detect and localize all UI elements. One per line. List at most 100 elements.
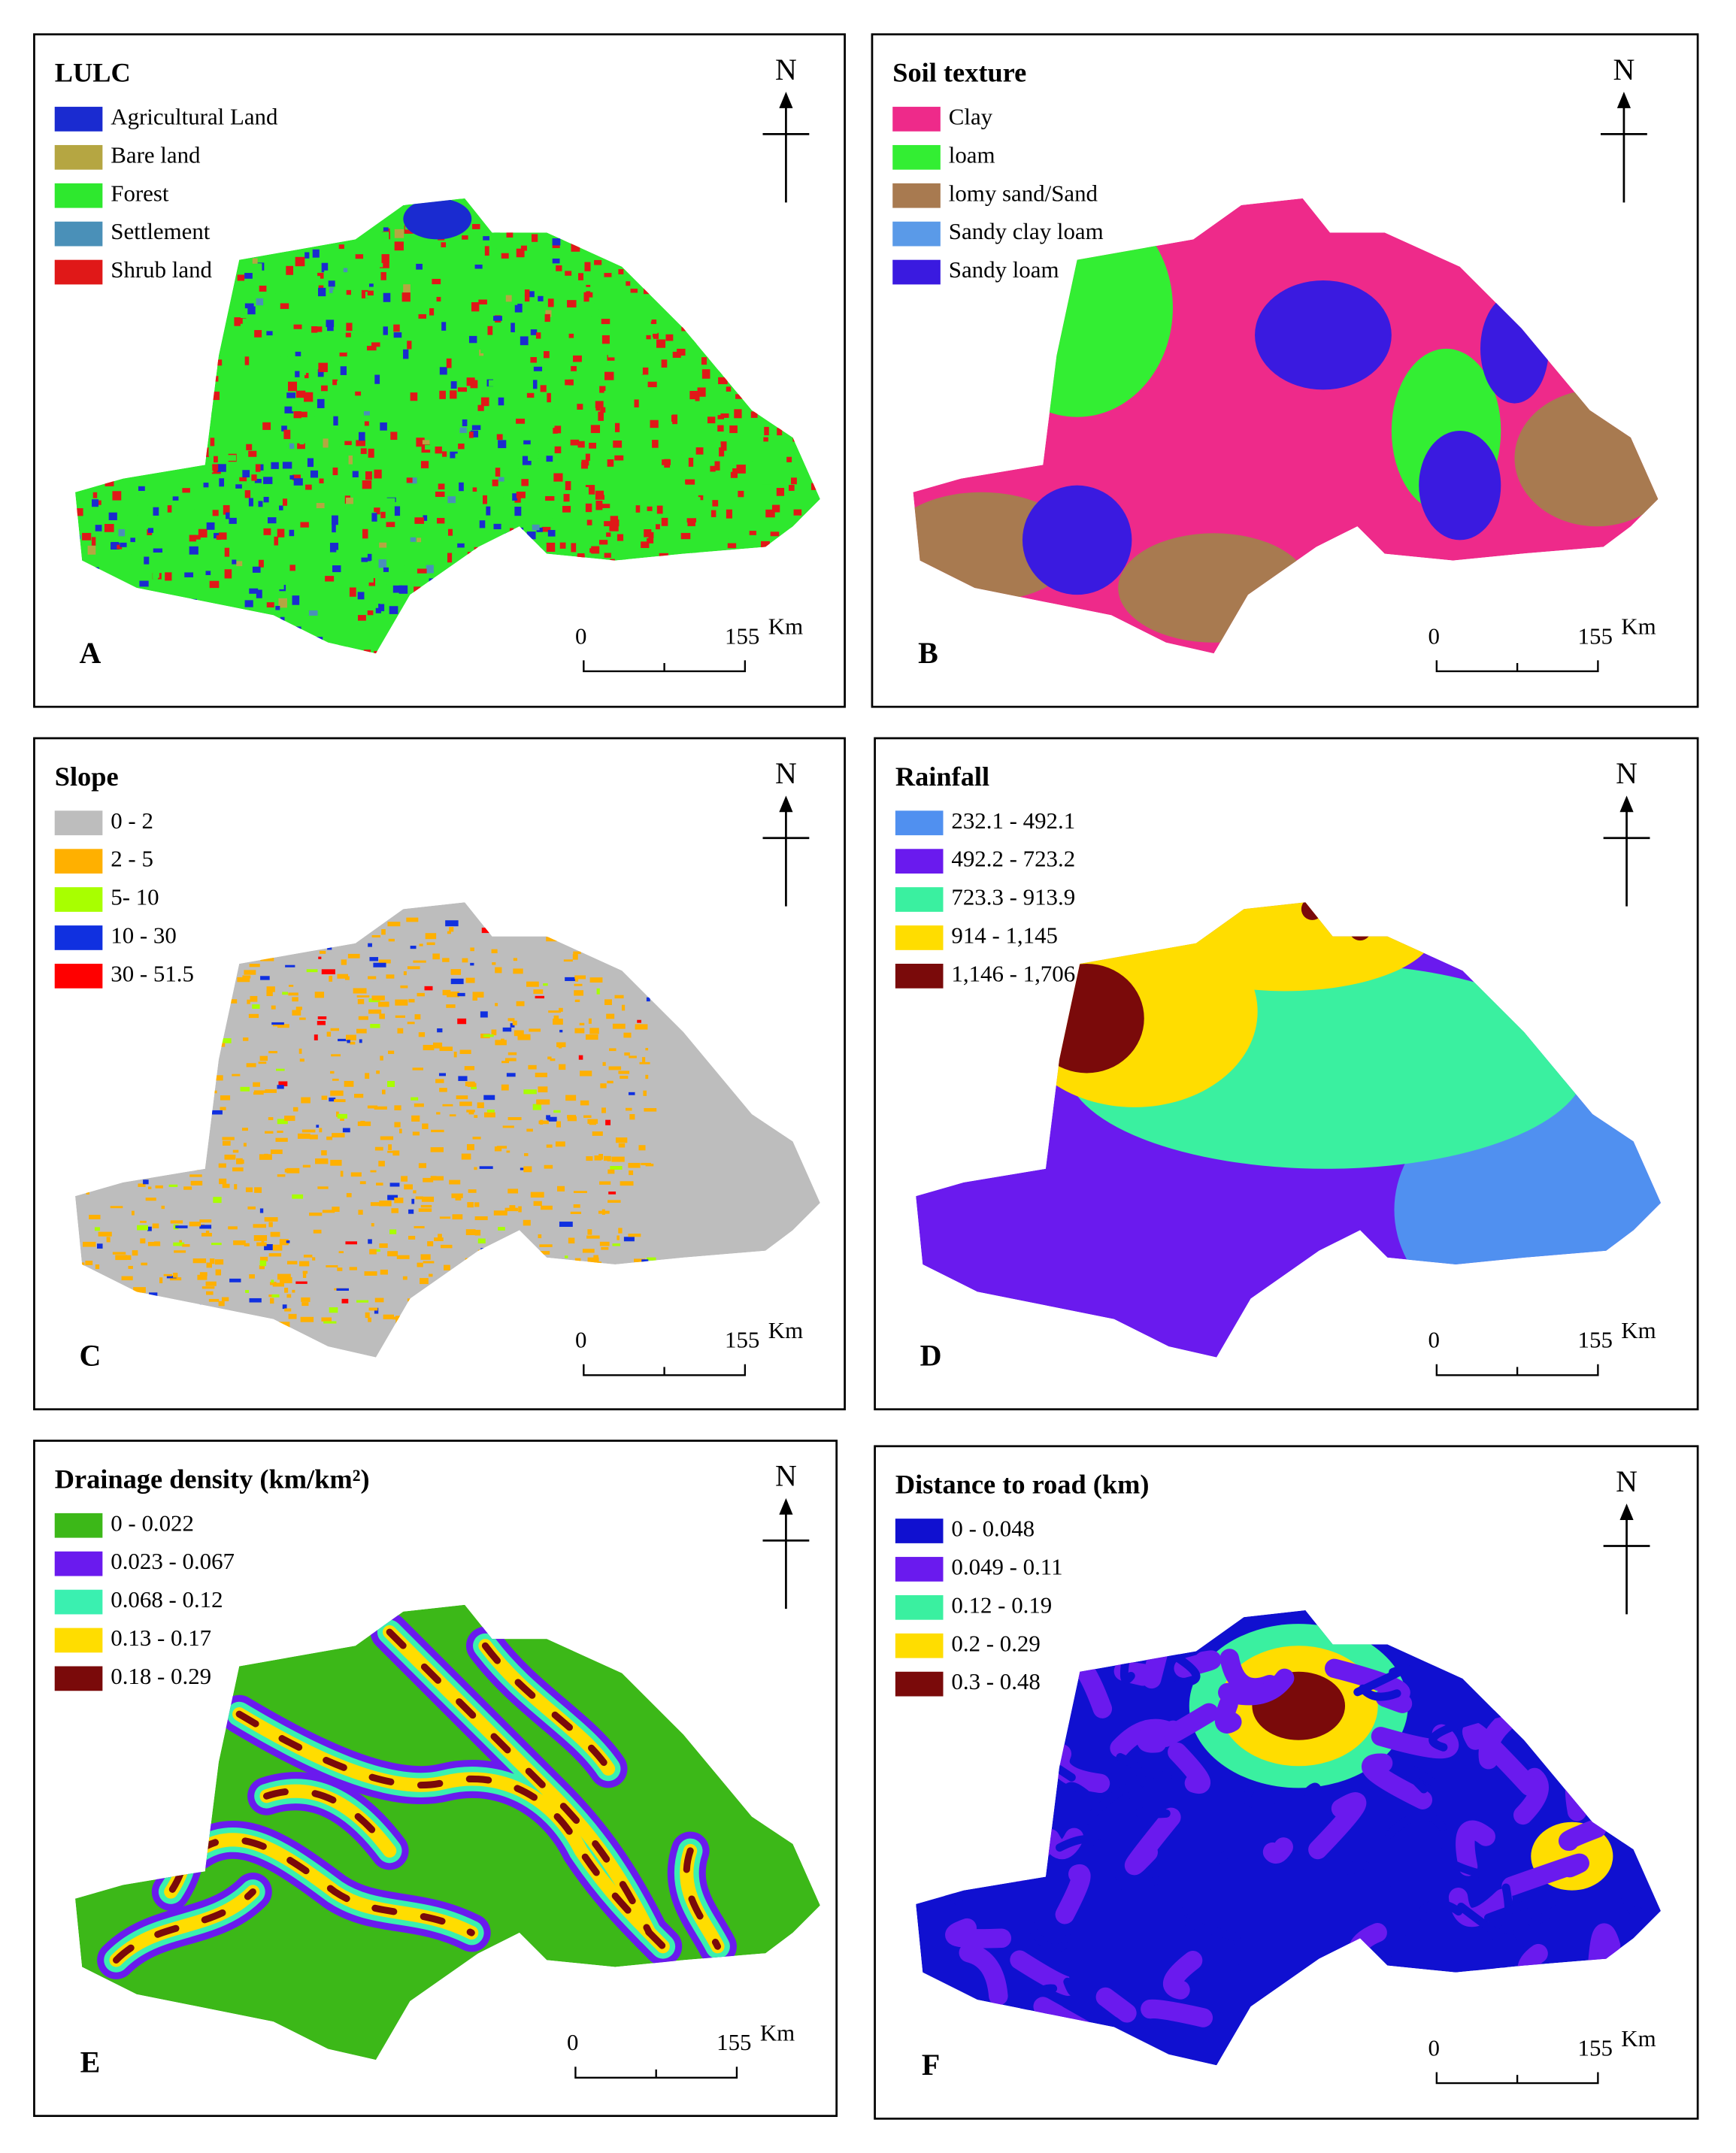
map-pixel	[233, 354, 242, 363]
map-pixel	[442, 1104, 453, 1107]
map-pixel	[220, 1107, 226, 1110]
map-pixel	[438, 1073, 446, 1076]
map-pixel	[450, 381, 457, 389]
map-pixel	[506, 229, 514, 238]
legend-label: 0.3 - 0.48	[951, 1668, 1040, 1694]
map-pixel	[361, 289, 368, 298]
map-pixel	[337, 974, 348, 979]
map-pixel	[502, 1125, 514, 1128]
map-pixel	[317, 272, 324, 279]
scale-bar	[574, 2067, 738, 2079]
map-pixel	[319, 950, 326, 954]
legend-swatch	[54, 1628, 103, 1653]
map-pixel	[363, 441, 371, 448]
map-pixel	[618, 269, 624, 274]
map-pixel	[306, 969, 318, 973]
map-pixel	[604, 371, 614, 380]
map-pixel	[781, 503, 791, 512]
map-pixel	[253, 1082, 260, 1087]
map-pixel	[277, 528, 285, 537]
map-pixel	[242, 318, 247, 326]
map-pixel	[710, 510, 717, 517]
map-pixel	[589, 548, 599, 553]
map-pixel	[355, 254, 364, 259]
north-label: N	[1616, 1464, 1638, 1498]
road	[1026, 1921, 1068, 1953]
map-pixel	[152, 1223, 159, 1228]
map-pixel	[602, 1061, 606, 1066]
map-pixel	[573, 1191, 587, 1194]
map-pixel	[367, 346, 377, 351]
map-pixel	[367, 290, 374, 296]
road	[1063, 1933, 1078, 1997]
map-pixel	[726, 386, 732, 392]
map-pixel	[586, 1235, 600, 1239]
map-pixel	[255, 464, 261, 472]
map-pixel	[314, 992, 325, 998]
map-pixel	[477, 1102, 484, 1109]
map-pixel	[642, 507, 648, 514]
map-pixel	[321, 1095, 328, 1101]
road	[1353, 1664, 1410, 1697]
map-pixel	[661, 517, 668, 526]
map-pixel	[447, 528, 453, 536]
map-pixel	[300, 522, 309, 528]
map-pixel	[559, 1029, 563, 1033]
map-pixel	[588, 1018, 592, 1024]
map-pixel	[483, 495, 487, 504]
map-pixel	[333, 416, 338, 426]
map-pixel	[492, 962, 496, 965]
map-pixel	[472, 487, 477, 492]
map-pixel	[595, 490, 604, 500]
map-pixel	[390, 452, 398, 459]
map-pixel	[368, 1009, 382, 1014]
map-pixel	[516, 1001, 525, 1007]
map-pixel	[496, 434, 503, 441]
map-pixel	[192, 1258, 207, 1264]
map-pixel	[648, 531, 654, 538]
road	[1062, 1782, 1104, 1810]
map-pixel	[314, 276, 320, 284]
map-pixel	[513, 958, 518, 961]
map-pixel	[629, 466, 635, 474]
map-pixel	[738, 490, 744, 498]
map-pixel	[585, 1034, 598, 1040]
map-pixel	[546, 456, 553, 462]
map-pixel	[86, 1192, 89, 1195]
map-pixel	[369, 957, 379, 961]
map-pixel	[237, 977, 250, 983]
map-pixel	[377, 259, 383, 268]
map-pixel	[606, 383, 614, 391]
map-pixel	[491, 1029, 497, 1036]
road-buffer	[1462, 1721, 1539, 1796]
map-pixel	[353, 256, 359, 263]
map-pixel	[288, 1313, 297, 1319]
map-pixel	[586, 1156, 593, 1161]
map-pixel	[260, 976, 270, 980]
map-pixel	[304, 373, 309, 379]
road-buffer	[1308, 1792, 1367, 1860]
map-pixel	[776, 488, 785, 496]
map-pixel	[153, 507, 159, 516]
map-pixel	[414, 1014, 421, 1020]
map-pixel	[448, 483, 458, 490]
map-pixel	[254, 263, 262, 271]
map-pixel	[206, 1262, 213, 1268]
map-pixel	[565, 271, 572, 276]
map-pixel	[544, 414, 548, 422]
map-pixel	[468, 432, 474, 438]
map-pixel	[388, 1050, 395, 1055]
map-pixel	[509, 299, 518, 305]
legend-swatch	[54, 221, 103, 247]
map-pixel	[358, 1016, 368, 1020]
map-pixel	[232, 1149, 239, 1153]
map-pixel	[251, 474, 257, 481]
map-pixel	[587, 1229, 592, 1235]
map-pixel	[547, 1116, 557, 1122]
map-pixel	[381, 232, 389, 241]
map-pixel	[131, 1210, 135, 1216]
map-pixel	[328, 280, 335, 287]
map-pixel	[709, 402, 717, 407]
map-pixel	[231, 999, 238, 1004]
map-pixel	[607, 355, 615, 361]
